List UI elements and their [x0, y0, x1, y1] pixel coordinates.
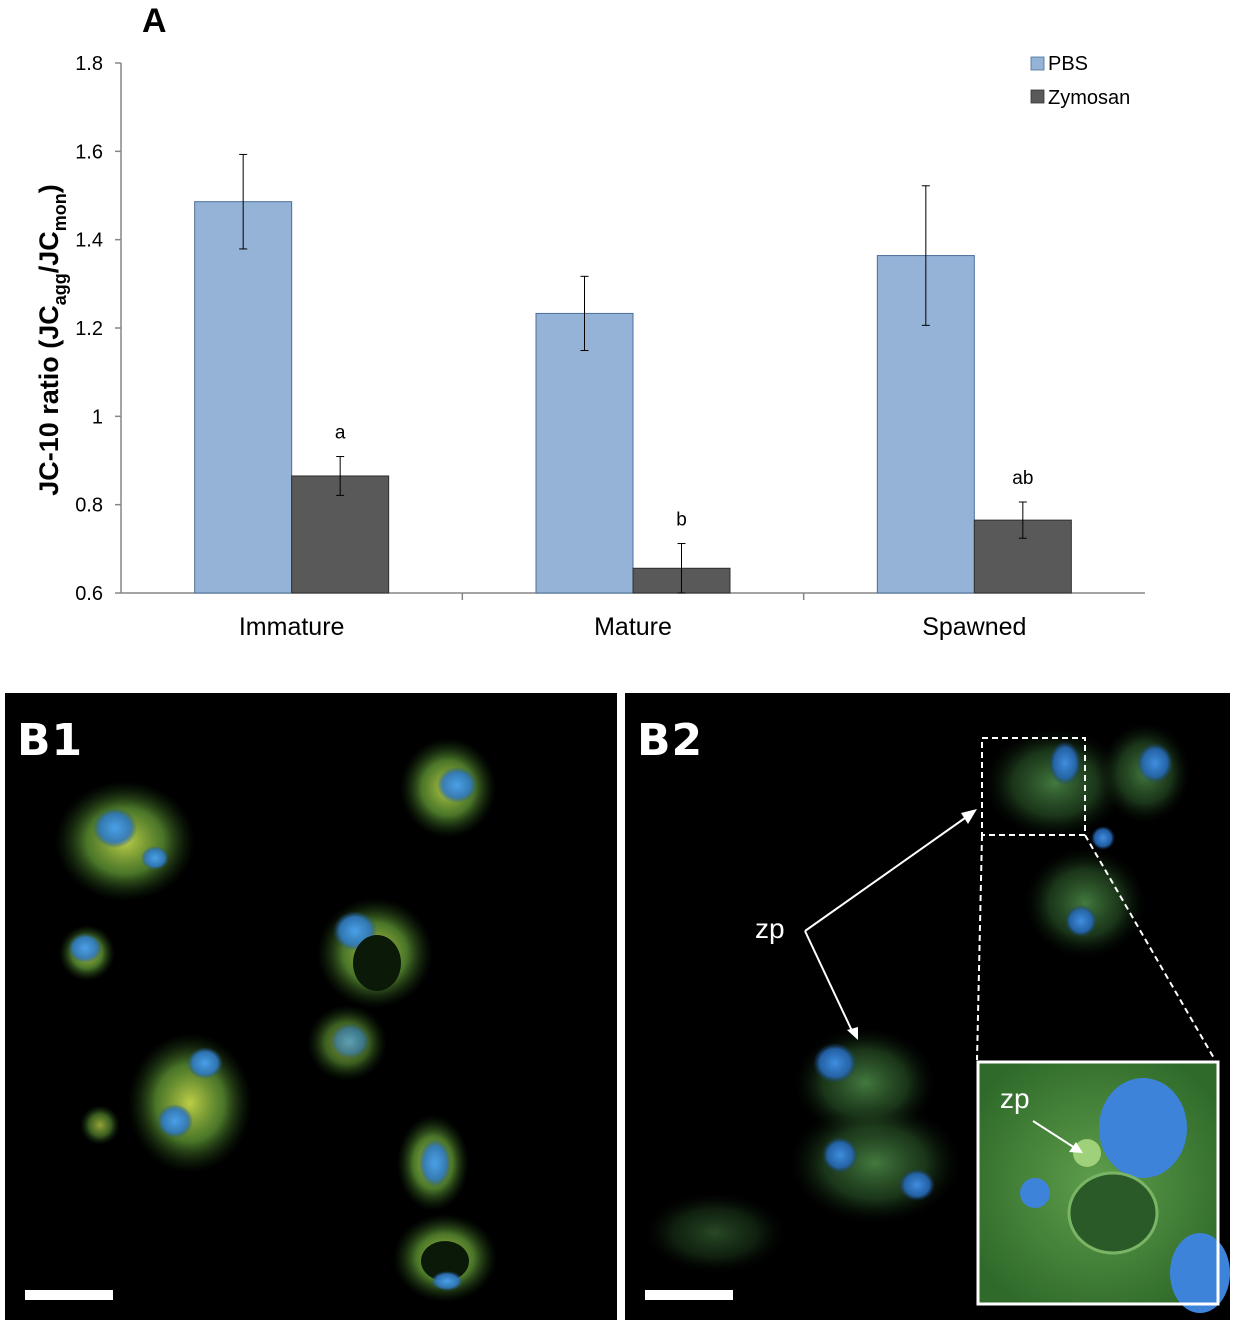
panel-a-label: A — [142, 2, 167, 40]
zp-arrow-to-bottom — [804, 930, 854, 1034]
error-bar-zymosan-spawned — [1018, 501, 1027, 539]
y-axis-label-mid: /JC — [34, 231, 64, 273]
significance-label-mature: b — [676, 510, 687, 531]
zp-inset-label: zp — [1000, 1083, 1030, 1114]
y-axis-label-end: ) — [34, 184, 64, 193]
zoom-region-box — [981, 737, 1086, 836]
inset-image — [978, 1062, 1230, 1313]
legend-label-zymosan: Zymosan — [1048, 87, 1130, 109]
error-bar-pbs-mature — [580, 275, 589, 352]
cell — [307, 1005, 387, 1081]
zoom-connector-left — [976, 834, 983, 1061]
y-tick-label: 1.4 — [75, 230, 103, 252]
y-tick-label: 1.8 — [75, 53, 103, 75]
legend-swatch-zymosan — [1030, 89, 1045, 104]
error-bars — [239, 153, 1027, 594]
scale-bar — [25, 1290, 113, 1300]
y-tick-label: 1.2 — [75, 318, 103, 340]
bars — [194, 201, 1072, 594]
cell — [985, 723, 1190, 838]
zp-arrow-to-top — [804, 817, 966, 932]
cell — [59, 925, 115, 981]
y-ticks: 0.6 0.8 1 1.2 1.4 1.6 1.8 — [75, 53, 121, 605]
x-tick-label-immature: Immature — [239, 613, 345, 641]
y-axis-label-main: JC-10 ratio (JC — [34, 305, 64, 496]
y-tick-label: 0.6 — [75, 583, 103, 605]
cell — [397, 1115, 469, 1211]
legend: PBS Zymosan — [1030, 53, 1130, 109]
y-axis-label: JC-10 ratio (JCagg/JCmon) — [34, 184, 70, 496]
y-axis-label-sub-mon: mon — [50, 193, 70, 231]
significance-label-immature: a — [335, 423, 346, 444]
cell — [1025, 826, 1145, 958]
panel-b1-label: B1 — [17, 715, 84, 766]
y-tick-label: 0.8 — [75, 495, 103, 517]
panel-b2-label: B2 — [637, 715, 704, 766]
zp-inset-arrow — [1032, 1120, 1076, 1149]
cell — [645, 1193, 785, 1273]
panel-b2-micrograph: B2 zp zp — [625, 693, 1230, 1320]
error-bar-zymosan-mature — [677, 543, 686, 594]
cell — [790, 1103, 960, 1223]
cell — [128, 1033, 252, 1173]
y-axis-label-sub-agg: agg — [50, 273, 70, 305]
y-axis: 0.6 0.8 1 1.2 1.4 1.6 1.8 — [75, 53, 122, 605]
error-bar-zymosan-immature — [336, 456, 345, 496]
inset-border — [976, 1060, 1220, 1306]
scale-bar — [645, 1290, 733, 1300]
x-axis: Immature Mature Spawned — [121, 592, 1145, 641]
error-bar-pbs-immature — [239, 153, 248, 250]
bar-chart: A 0.6 0.8 1 1.2 1.4 1.6 1.8 Immature Mature Spaw… — [34, 2, 1145, 641]
cell — [80, 1105, 120, 1145]
cell — [55, 781, 195, 901]
legend-label-pbs: PBS — [1048, 53, 1088, 75]
bar-pbs-mature — [535, 312, 634, 594]
x-tick-label-mature: Mature — [594, 613, 672, 641]
y-tick-label: 1 — [92, 406, 103, 428]
zoom-connector-right — [1084, 834, 1216, 1061]
cell — [400, 738, 496, 838]
y-tick-label: 1.6 — [75, 141, 103, 163]
cell — [393, 1214, 497, 1302]
panel-b1-micrograph: B1 — [5, 693, 617, 1320]
error-bar-pbs-spawned — [921, 185, 930, 326]
x-tick-label-spawned: Spawned — [922, 613, 1026, 641]
b2-cells-image — [645, 723, 1230, 1313]
legend-swatch-pbs — [1030, 56, 1045, 71]
bar-pbs-immature — [194, 201, 293, 594]
x-ticks: Immature Mature Spawned — [239, 593, 1026, 641]
cell — [317, 898, 433, 1008]
significance-label-spawned: ab — [1012, 468, 1033, 489]
zp-arrow-label: zp — [755, 913, 785, 944]
b1-cells-image — [55, 738, 497, 1302]
